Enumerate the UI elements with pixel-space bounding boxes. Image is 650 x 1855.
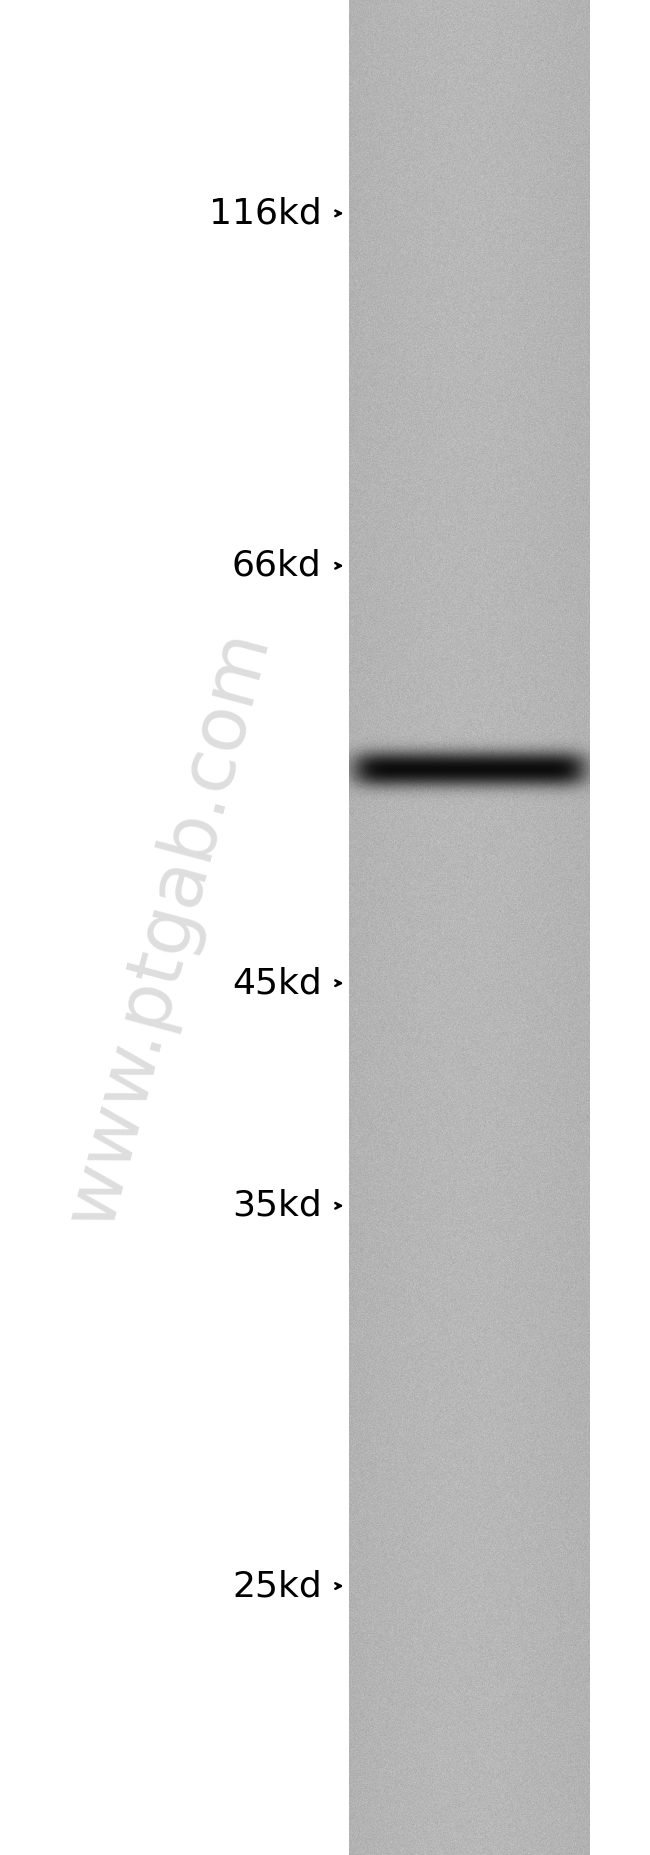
Text: www.ptgab.com: www.ptgab.com — [54, 621, 284, 1234]
Text: 66kd: 66kd — [232, 549, 322, 582]
Text: 25kd: 25kd — [232, 1569, 322, 1603]
Text: 35kd: 35kd — [232, 1189, 322, 1222]
Text: 45kd: 45kd — [232, 966, 322, 1000]
Text: 116kd: 116kd — [209, 197, 322, 230]
